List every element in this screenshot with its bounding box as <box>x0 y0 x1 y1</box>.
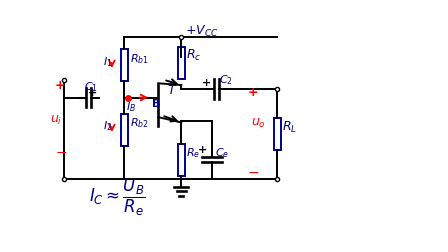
Text: +: + <box>198 145 207 155</box>
Text: $C_e$: $C_e$ <box>215 146 229 160</box>
Text: $R_e$: $R_e$ <box>185 146 200 160</box>
Text: $C_1$: $C_1$ <box>84 80 99 94</box>
Text: $-$: $-$ <box>55 145 67 159</box>
Text: $u_i$: $u_i$ <box>50 113 63 127</box>
Text: +: + <box>202 78 211 88</box>
Text: $I_1$: $I_1$ <box>103 55 112 69</box>
Text: $T$: $T$ <box>167 84 177 97</box>
Text: +: + <box>247 86 258 99</box>
Text: $R_{b2}$: $R_{b2}$ <box>129 116 148 130</box>
Text: $I_2$: $I_2$ <box>103 119 112 133</box>
Text: $+V_{CC}$: $+V_{CC}$ <box>185 24 218 39</box>
Text: $I_B$: $I_B$ <box>126 100 136 114</box>
Text: $R_L$: $R_L$ <box>282 119 297 135</box>
Text: $u_o$: $u_o$ <box>251 117 266 130</box>
Text: +: + <box>55 79 65 92</box>
Text: +: + <box>88 88 97 98</box>
Bar <box>121 114 128 146</box>
Bar <box>178 47 185 79</box>
Text: $I_C \approx \dfrac{U_B}{R_e}$: $I_C \approx \dfrac{U_B}{R_e}$ <box>89 177 145 218</box>
Text: $R_c$: $R_c$ <box>185 48 201 63</box>
Text: $R_{b1}$: $R_{b1}$ <box>129 52 149 66</box>
Text: B: B <box>152 100 160 109</box>
Text: $-$: $-$ <box>247 165 259 179</box>
Bar <box>121 49 128 81</box>
Bar <box>274 118 281 150</box>
Text: $C_2$: $C_2$ <box>219 73 233 87</box>
Bar <box>178 144 185 176</box>
